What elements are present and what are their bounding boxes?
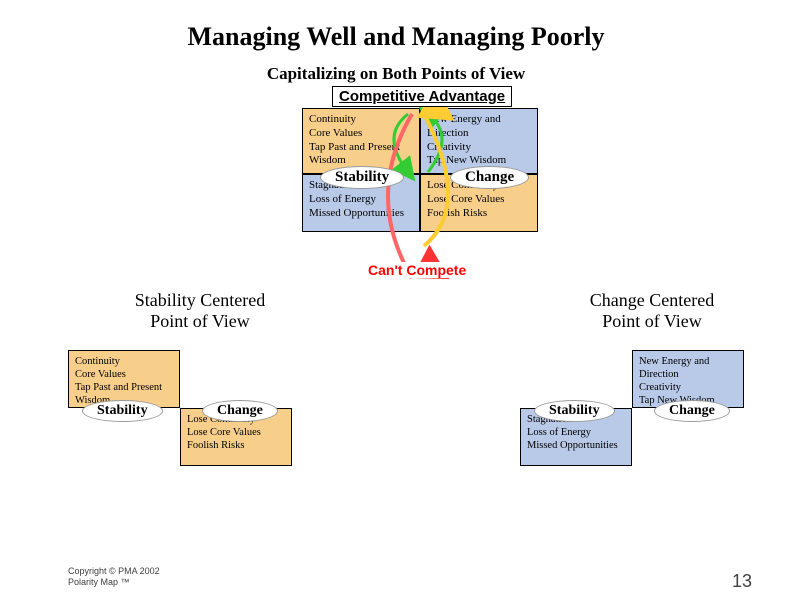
bottom-fear-box: Can't Compete — [362, 262, 472, 278]
pov-right-title-l2: Point of View — [602, 311, 702, 331]
povl-pole-left: Stability — [82, 400, 163, 422]
main-pole-right: Change — [450, 166, 529, 189]
page-number: 13 — [732, 571, 752, 592]
povl-lr-2: Lose Core Values — [187, 426, 285, 439]
pov-left-title-l1: Stability Centered — [135, 290, 265, 310]
povr-pole-right: Change — [654, 400, 730, 422]
povr-ll-2: Loss of Energy — [527, 426, 625, 439]
povr-pole-left: Stability — [534, 400, 615, 422]
povr-ur-1: New Energy and Direction — [639, 355, 737, 381]
copyright-footer: Copyright © PMA 2002 Polarity Map ™ — [68, 566, 160, 588]
footer-line1: Copyright © PMA 2002 — [68, 566, 160, 577]
page-title: Managing Well and Managing Poorly — [0, 0, 792, 52]
pov-right-title-l1: Change Centered — [590, 290, 714, 310]
povr-ur-2: Creativity — [639, 381, 737, 394]
povl-ul-1: Continuity — [75, 355, 173, 368]
footer-line2: Polarity Map ™ — [68, 577, 160, 588]
main-pole-left: Stability — [320, 166, 404, 189]
pov-left-title-l2: Point of View — [150, 311, 250, 331]
povl-lr-3: Foolish Risks — [187, 439, 285, 452]
povl-pole-right: Change — [202, 400, 278, 422]
povl-ul-2: Core Values — [75, 368, 173, 381]
pov-right-title: Change Centered Point of View — [552, 290, 752, 332]
top-goal-box: Competitive Advantage — [332, 86, 512, 107]
pov-left-title: Stability Centered Point of View — [100, 290, 300, 332]
povr-ll-3: Missed Opportunities — [527, 439, 625, 452]
page-subtitle: Capitalizing on Both Points of View — [0, 52, 792, 84]
